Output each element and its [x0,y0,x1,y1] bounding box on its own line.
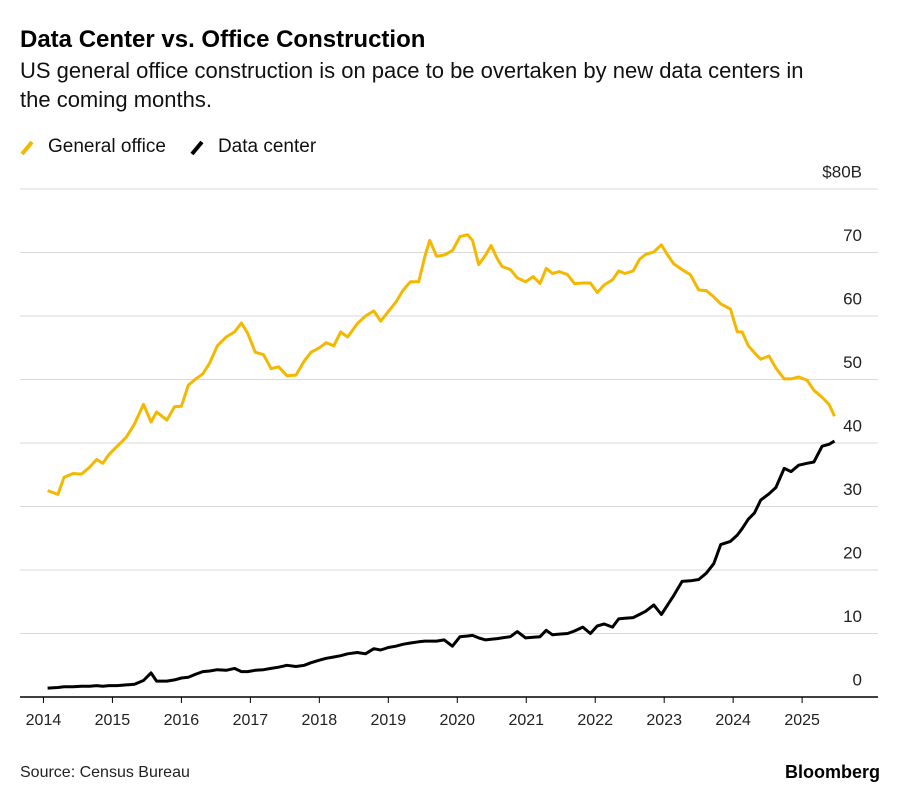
series-line [47,439,836,690]
y-tick-label: 60 [843,289,862,308]
x-tick-label: 2018 [302,712,338,729]
chart-subtitle: US general office construction is on pac… [20,58,804,112]
source: Source: Census Bureau [20,764,190,781]
x-tick-label: 2020 [439,712,475,729]
y-tick-label: 10 [843,607,862,626]
x-tick-label: 2016 [164,712,200,729]
legend-swatch [20,140,34,156]
y-tick-label: 0 [853,670,862,689]
x-tick-label: 2019 [371,712,407,729]
y-tick-label: 40 [843,416,862,435]
x-tick-label: 2023 [646,712,682,729]
x-tick-label: 2015 [95,712,131,729]
y-tick-label: $80B [822,162,862,181]
legend-label: Data center [218,136,317,157]
y-tick-label: 50 [843,353,862,372]
x-tick-label: 2017 [233,712,269,729]
x-tick-label: 2025 [784,712,820,729]
chart-title: Data Center vs. Office Construction [20,26,426,53]
series-line [47,233,836,496]
y-tick-label: 30 [843,480,862,499]
x-tick-label: 2024 [715,712,751,729]
x-tick-label: 2014 [26,712,62,729]
y-tick-label: 20 [843,543,862,562]
header: Data Center vs. Office Construction US g… [20,24,830,114]
x-tick-label: 2022 [577,712,613,729]
y-tick-label: 70 [843,226,862,245]
legend-swatch [190,140,204,156]
legend-label: General office [48,136,166,157]
x-tick-label: 2021 [508,712,544,729]
brand: Bloomberg [785,762,880,782]
